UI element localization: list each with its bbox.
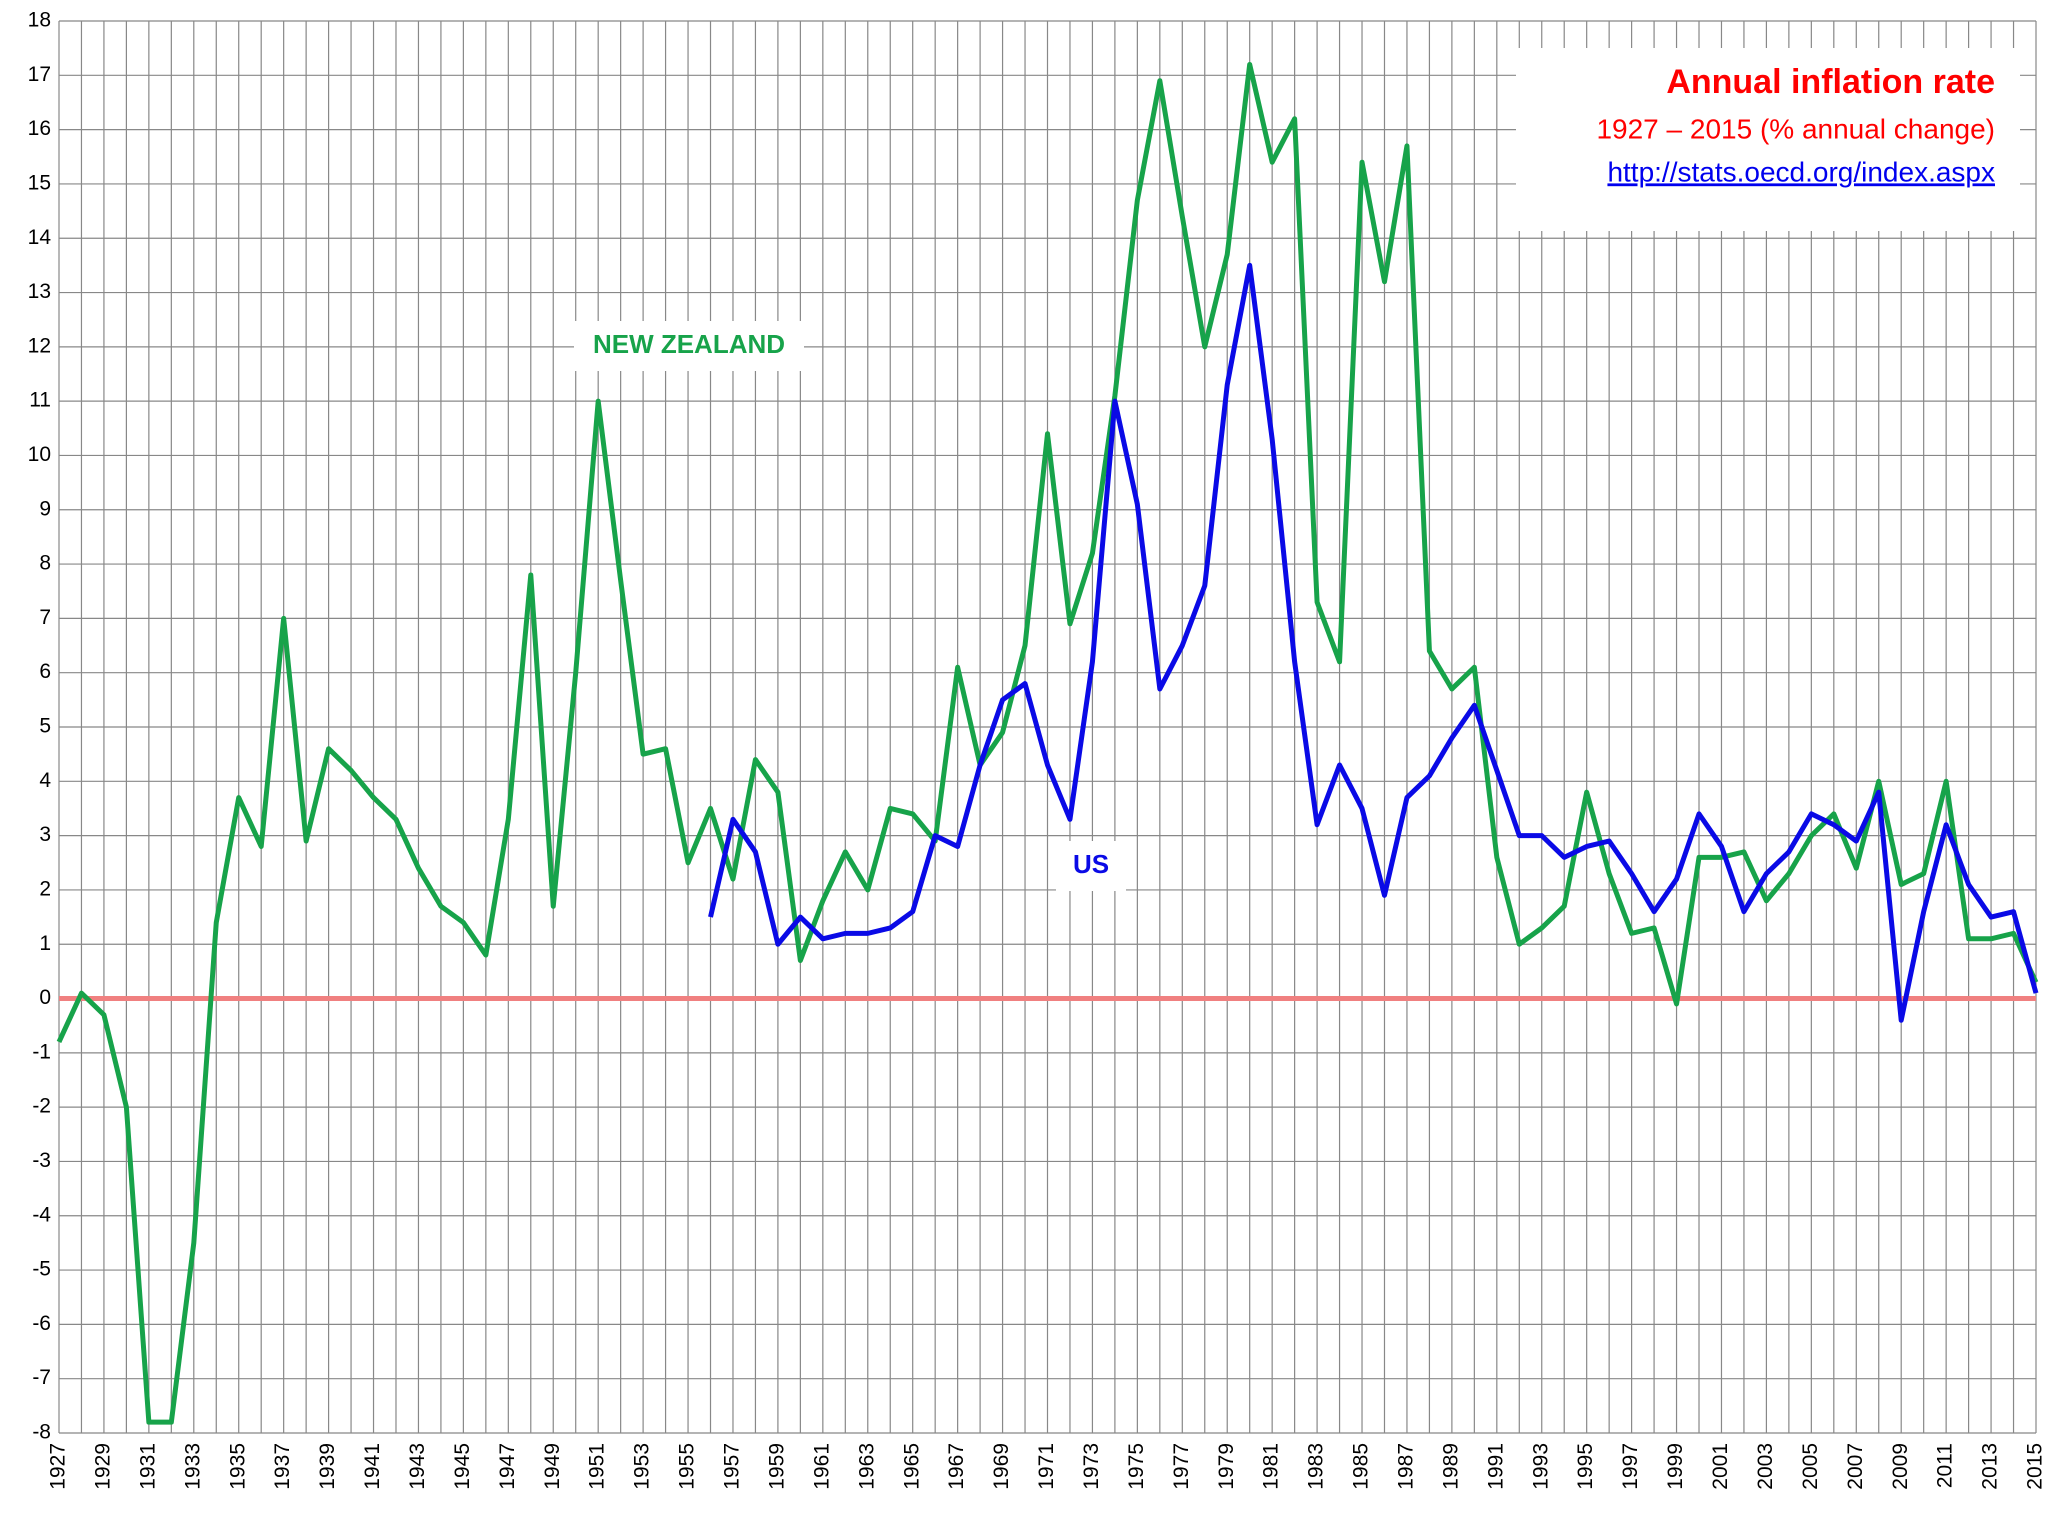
x-tick-label: 1985 (1350, 1443, 1373, 1490)
x-tick-label: 1953 (631, 1443, 654, 1490)
x-tick-label: 1973 (1080, 1443, 1103, 1490)
x-tick-label: 1981 (1260, 1443, 1283, 1490)
y-tick-label: 6 (39, 660, 51, 683)
x-tick-label: 1941 (361, 1443, 384, 1490)
y-tick-label: 12 (28, 334, 51, 357)
y-tick-label: -1 (32, 1040, 51, 1063)
x-tick-label: 1999 (1664, 1443, 1687, 1490)
chart-title: Annual inflation rate (1666, 63, 1995, 101)
x-tick-label: 1927 (47, 1443, 70, 1490)
series-line (56, 61, 2039, 1425)
x-tick-label: 1939 (316, 1443, 339, 1490)
annotation-box (1056, 841, 1126, 891)
x-tick-label: 1949 (541, 1443, 564, 1490)
y-tick-label: -8 (32, 1421, 51, 1444)
x-tick-label: 1933 (181, 1443, 204, 1490)
annotation: US (1073, 849, 1109, 879)
chart-subtitle: 1927 – 2015 (% annual change) (1596, 113, 1995, 144)
x-tick-label: 1947 (496, 1443, 519, 1490)
y-tick-label: -6 (32, 1312, 51, 1335)
y-tick-label: 15 (28, 171, 51, 194)
x-tick-label: 1991 (1484, 1443, 1507, 1490)
y-tick-label: 1 (39, 932, 51, 955)
y-tick-label: -3 (32, 1149, 51, 1172)
title-box (1516, 48, 2020, 231)
x-tick-label: 1965 (900, 1443, 923, 1490)
x-tick-label: 1995 (1574, 1443, 1597, 1490)
y-tick-label: -5 (32, 1258, 51, 1281)
y-tick-label: -7 (32, 1366, 51, 1389)
x-tick-label: 1937 (271, 1443, 294, 1490)
x-tick-label: 2007 (1844, 1443, 1867, 1490)
y-tick-label: 9 (39, 497, 51, 520)
x-tick-label: 1963 (855, 1443, 878, 1490)
y-tick-label: 16 (28, 117, 51, 140)
x-tick-label: 1979 (1215, 1443, 1238, 1490)
y-tick-label: 8 (39, 552, 51, 575)
x-tick-label: 1987 (1395, 1443, 1418, 1490)
y-tick-label: 14 (28, 226, 52, 249)
x-tick-label: 2001 (1709, 1443, 1732, 1490)
y-tick-label: 3 (39, 823, 51, 846)
x-tick-label: 1929 (91, 1443, 114, 1490)
y-tick-label: 7 (39, 606, 51, 629)
x-tick-label: 1951 (586, 1443, 609, 1490)
x-tick-label: 1997 (1619, 1443, 1642, 1490)
y-tick-label: 11 (29, 389, 51, 412)
x-tick-label: 1955 (676, 1443, 699, 1490)
x-tick-label: 2011 (1934, 1443, 1957, 1488)
x-tick-label: 1935 (226, 1443, 249, 1490)
x-tick-label: 1945 (451, 1443, 474, 1490)
y-tick-label: 5 (39, 715, 51, 738)
x-tick-label: 1971 (1035, 1443, 1058, 1490)
x-tick-label: 1983 (1305, 1443, 1328, 1490)
x-tick-label: 1959 (765, 1443, 788, 1490)
x-tick-label: 2005 (1799, 1443, 1822, 1490)
y-tick-label: -4 (32, 1203, 51, 1226)
x-tick-label: 1993 (1529, 1443, 1552, 1490)
y-tick-label: -2 (32, 1095, 51, 1118)
source-link[interactable]: http://stats.oecd.org/index.aspx (1607, 156, 1995, 187)
y-tick-label: 2 (39, 877, 51, 900)
series-line (708, 262, 2039, 1023)
y-tick-label: 18 (28, 9, 51, 32)
x-tick-label: 1977 (1170, 1443, 1193, 1490)
y-tick-label: 13 (28, 280, 51, 303)
y-tick-label: 0 (39, 986, 51, 1009)
x-tick-label: 1957 (721, 1443, 744, 1490)
x-tick-label: 2009 (1889, 1443, 1912, 1490)
x-tick-label: 1975 (1125, 1443, 1148, 1490)
y-tick-label: 17 (28, 63, 51, 86)
x-tick-label: 2013 (1979, 1443, 2002, 1490)
y-tick-label: 10 (28, 443, 51, 466)
x-tick-label: 1967 (945, 1443, 968, 1490)
x-tick-label: 1943 (406, 1443, 429, 1490)
y-tick-label: 4 (39, 769, 51, 792)
x-tick-label: 2015 (2024, 1443, 2047, 1490)
annotation: NEW ZEALAND (593, 329, 785, 359)
x-tick-label: 1969 (990, 1443, 1013, 1490)
x-tick-label: 2003 (1754, 1443, 1777, 1490)
x-tick-label: 1931 (136, 1443, 159, 1490)
x-tick-label: 1961 (810, 1443, 833, 1490)
x-tick-label: 1989 (1439, 1443, 1462, 1490)
annotation-box (574, 321, 804, 371)
